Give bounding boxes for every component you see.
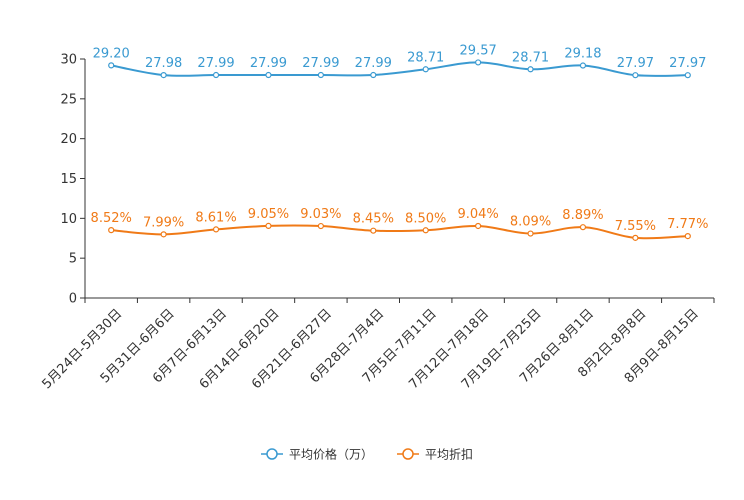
data-point[interactable] <box>422 66 429 73</box>
data-point[interactable] <box>265 222 272 230</box>
y-tick-label: 10 <box>60 212 77 227</box>
legend-marker-icon <box>266 448 278 460</box>
legend-item-price[interactable]: 平均价格（万） <box>261 447 373 462</box>
data-point[interactable] <box>370 227 377 234</box>
legend-label: 平均价格（万） <box>289 447 373 462</box>
data-label: 8.45% <box>353 212 394 227</box>
data-point[interactable] <box>684 232 691 240</box>
y-tick-label: 0 <box>69 292 77 307</box>
data-label: 9.04% <box>457 207 498 222</box>
data-label: 28.71 <box>407 50 444 65</box>
data-label: 27.99 <box>250 56 287 71</box>
data-point[interactable] <box>632 234 639 241</box>
y-tick-label: 20 <box>60 132 77 147</box>
data-point[interactable] <box>579 62 587 69</box>
data-point[interactable] <box>160 71 167 79</box>
data-point[interactable] <box>475 59 482 66</box>
data-point[interactable] <box>108 227 115 234</box>
data-label: 27.98 <box>145 56 182 71</box>
data-label: 27.97 <box>617 56 654 71</box>
y-tick-label: 30 <box>60 53 77 68</box>
data-point[interactable] <box>317 222 324 230</box>
legend[interactable]: 平均价格（万） 平均折扣 <box>261 447 473 462</box>
data-point[interactable] <box>422 227 429 234</box>
data-label: 27.99 <box>355 56 392 71</box>
y-tick-label: 5 <box>69 252 77 267</box>
data-label: 29.57 <box>460 43 497 58</box>
data-point[interactable] <box>212 226 220 233</box>
data-point[interactable] <box>317 71 324 79</box>
data-point[interactable] <box>265 71 272 79</box>
data-label: 8.52% <box>91 211 132 226</box>
y-tick-label: 15 <box>60 172 77 187</box>
legend-marker-icon <box>402 448 414 460</box>
data-label: 29.20 <box>93 46 130 61</box>
data-label: 7.77% <box>667 217 708 232</box>
data-point[interactable] <box>527 66 534 73</box>
data-label: 27.99 <box>302 56 339 71</box>
data-label: 8.50% <box>405 211 446 226</box>
data-label: 28.71 <box>512 50 549 65</box>
data-label: 27.97 <box>669 56 706 71</box>
data-point[interactable] <box>160 231 167 238</box>
data-point[interactable] <box>108 62 115 69</box>
data-point[interactable] <box>475 222 482 230</box>
data-label: 27.99 <box>197 56 234 71</box>
series-line-discount <box>111 224 688 240</box>
data-label: 7.55% <box>615 219 656 234</box>
data-point[interactable] <box>579 224 587 231</box>
data-point[interactable] <box>370 71 377 79</box>
data-point[interactable] <box>684 72 691 79</box>
series-lines <box>108 59 691 241</box>
data-label: 8.89% <box>562 208 603 223</box>
data-point[interactable] <box>527 230 534 237</box>
legend-label: 平均折扣 <box>425 447 473 462</box>
data-label: 7.99% <box>143 215 184 230</box>
data-labels: 29.20 27.98 27.99 27.99 27.99 27.99 28.71 29.57… <box>91 43 709 233</box>
y-tick-label: 25 <box>60 92 77 107</box>
data-point[interactable] <box>632 72 639 79</box>
data-label: 8.61% <box>195 210 236 225</box>
data-label: 8.09% <box>510 215 551 230</box>
data-label: 9.03% <box>300 207 341 222</box>
data-label: 29.18 <box>564 47 601 62</box>
legend-item-discount[interactable]: 平均折扣 <box>397 447 473 462</box>
data-label: 9.05% <box>248 207 289 222</box>
series-line-price <box>111 61 688 77</box>
data-point[interactable] <box>212 71 220 79</box>
